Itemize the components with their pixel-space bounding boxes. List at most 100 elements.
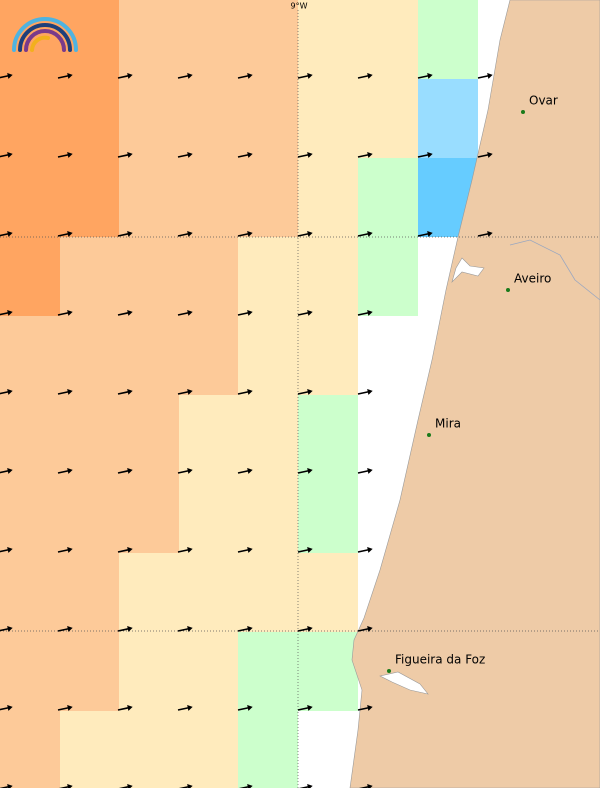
wind-arrow: [0, 72, 13, 79]
arrow-head: [187, 704, 193, 711]
place-dot: [521, 110, 525, 114]
arrow-head: [247, 230, 253, 237]
grid-cell: [119, 237, 179, 316]
grid-cell: [0, 395, 60, 474]
arrow-head: [67, 72, 73, 79]
wind-arrow: [237, 467, 253, 474]
wind-arrow: [177, 72, 193, 79]
grid-cell: [0, 474, 60, 553]
grid-cell: [60, 316, 119, 395]
arrow-head: [127, 230, 133, 237]
arrow-shaft: [357, 469, 370, 474]
places: Ovar Aveiro Mira Figueira da Foz: [387, 94, 558, 673]
arrow-shaft: [357, 153, 370, 158]
wind-arrow: [477, 151, 493, 158]
wind-arrow: [57, 230, 73, 237]
grid-cell: [298, 395, 358, 474]
grid-cell: [358, 0, 418, 79]
place-label: Ovar: [529, 94, 558, 108]
arrow-head: [67, 309, 73, 316]
arrow-head: [67, 230, 73, 237]
wind-arrow: [117, 72, 133, 79]
wind-arrow: [117, 467, 133, 474]
grid-cell: [60, 158, 119, 237]
grid-cell: [238, 158, 298, 237]
place-label: Figueira da Foz: [395, 653, 485, 667]
wind-arrow: [297, 467, 313, 474]
wind-arrow: [297, 704, 313, 711]
grid-cell: [179, 395, 238, 474]
arrow-shaft: [0, 627, 10, 632]
arrow-head: [7, 72, 13, 79]
grid-cell: [238, 395, 298, 474]
grid-cell: [298, 474, 358, 553]
arrow-head: [247, 704, 253, 711]
wind-arrow: [117, 625, 133, 632]
grid-cell: [119, 395, 179, 474]
wind-arrow: [357, 309, 373, 316]
grid-cell: [60, 711, 119, 788]
arrow-head: [67, 388, 73, 395]
wind-arrow: [357, 151, 373, 158]
wind-arrow: [177, 309, 193, 316]
grid-cell: [179, 0, 238, 79]
wind-arrow: [0, 309, 13, 316]
grid-cell: [238, 553, 298, 632]
arrow-head: [427, 151, 433, 158]
arrow-head: [307, 388, 313, 395]
grid-cell: [298, 316, 358, 395]
arrow-head: [367, 783, 373, 788]
wind-arrow: [357, 625, 373, 632]
grid-cell: [0, 79, 60, 158]
grid-cell: [238, 237, 298, 316]
grid-cell: [0, 553, 60, 632]
arrow-shaft: [477, 74, 490, 79]
wind-arrow: [57, 546, 73, 553]
wind-arrow: [297, 388, 313, 395]
land: [349, 0, 600, 788]
arrow-head: [127, 467, 133, 474]
arrow-head: [307, 546, 313, 553]
grid-cell: [238, 474, 298, 553]
arrow-shaft: [297, 74, 310, 79]
wind-arrow: [177, 467, 193, 474]
arrow-head: [487, 72, 493, 79]
grid-cell: [358, 237, 418, 316]
arrow-head: [7, 783, 13, 788]
place-label: Mira: [435, 417, 461, 431]
arrow-shaft: [297, 627, 310, 632]
wind-arrow: [177, 704, 193, 711]
wind-arrow: [0, 151, 13, 158]
arrow-head: [247, 625, 253, 632]
arrow-head: [367, 388, 373, 395]
wind-arrow: [237, 546, 253, 553]
arrow-shaft: [357, 706, 370, 711]
arrow-head: [367, 467, 373, 474]
arrow-head: [247, 388, 253, 395]
arrow-head: [187, 625, 193, 632]
wind-arrow: [357, 230, 373, 237]
wind-arrow: [0, 388, 13, 395]
arrow-head: [187, 388, 193, 395]
grid-cell: [298, 79, 358, 158]
arrow-head: [127, 704, 133, 711]
arrow-head: [7, 467, 13, 474]
arrow-shaft: [417, 74, 430, 79]
arrow-head: [7, 230, 13, 237]
arrow-head: [247, 151, 253, 158]
grid-cell: [298, 711, 358, 788]
grid-cell: [119, 711, 179, 788]
arrow-shaft: [297, 390, 310, 395]
wind-arrow: [117, 309, 133, 316]
wind-arrow: [297, 230, 313, 237]
grid-cell: [238, 0, 298, 79]
grid-cell: [238, 79, 298, 158]
wind-arrow: [0, 467, 13, 474]
grid-cell: [60, 395, 119, 474]
grid-cell: [298, 158, 358, 237]
arrow-head: [367, 546, 373, 553]
arrow-head: [67, 546, 73, 553]
wind-arrow: [357, 72, 373, 79]
